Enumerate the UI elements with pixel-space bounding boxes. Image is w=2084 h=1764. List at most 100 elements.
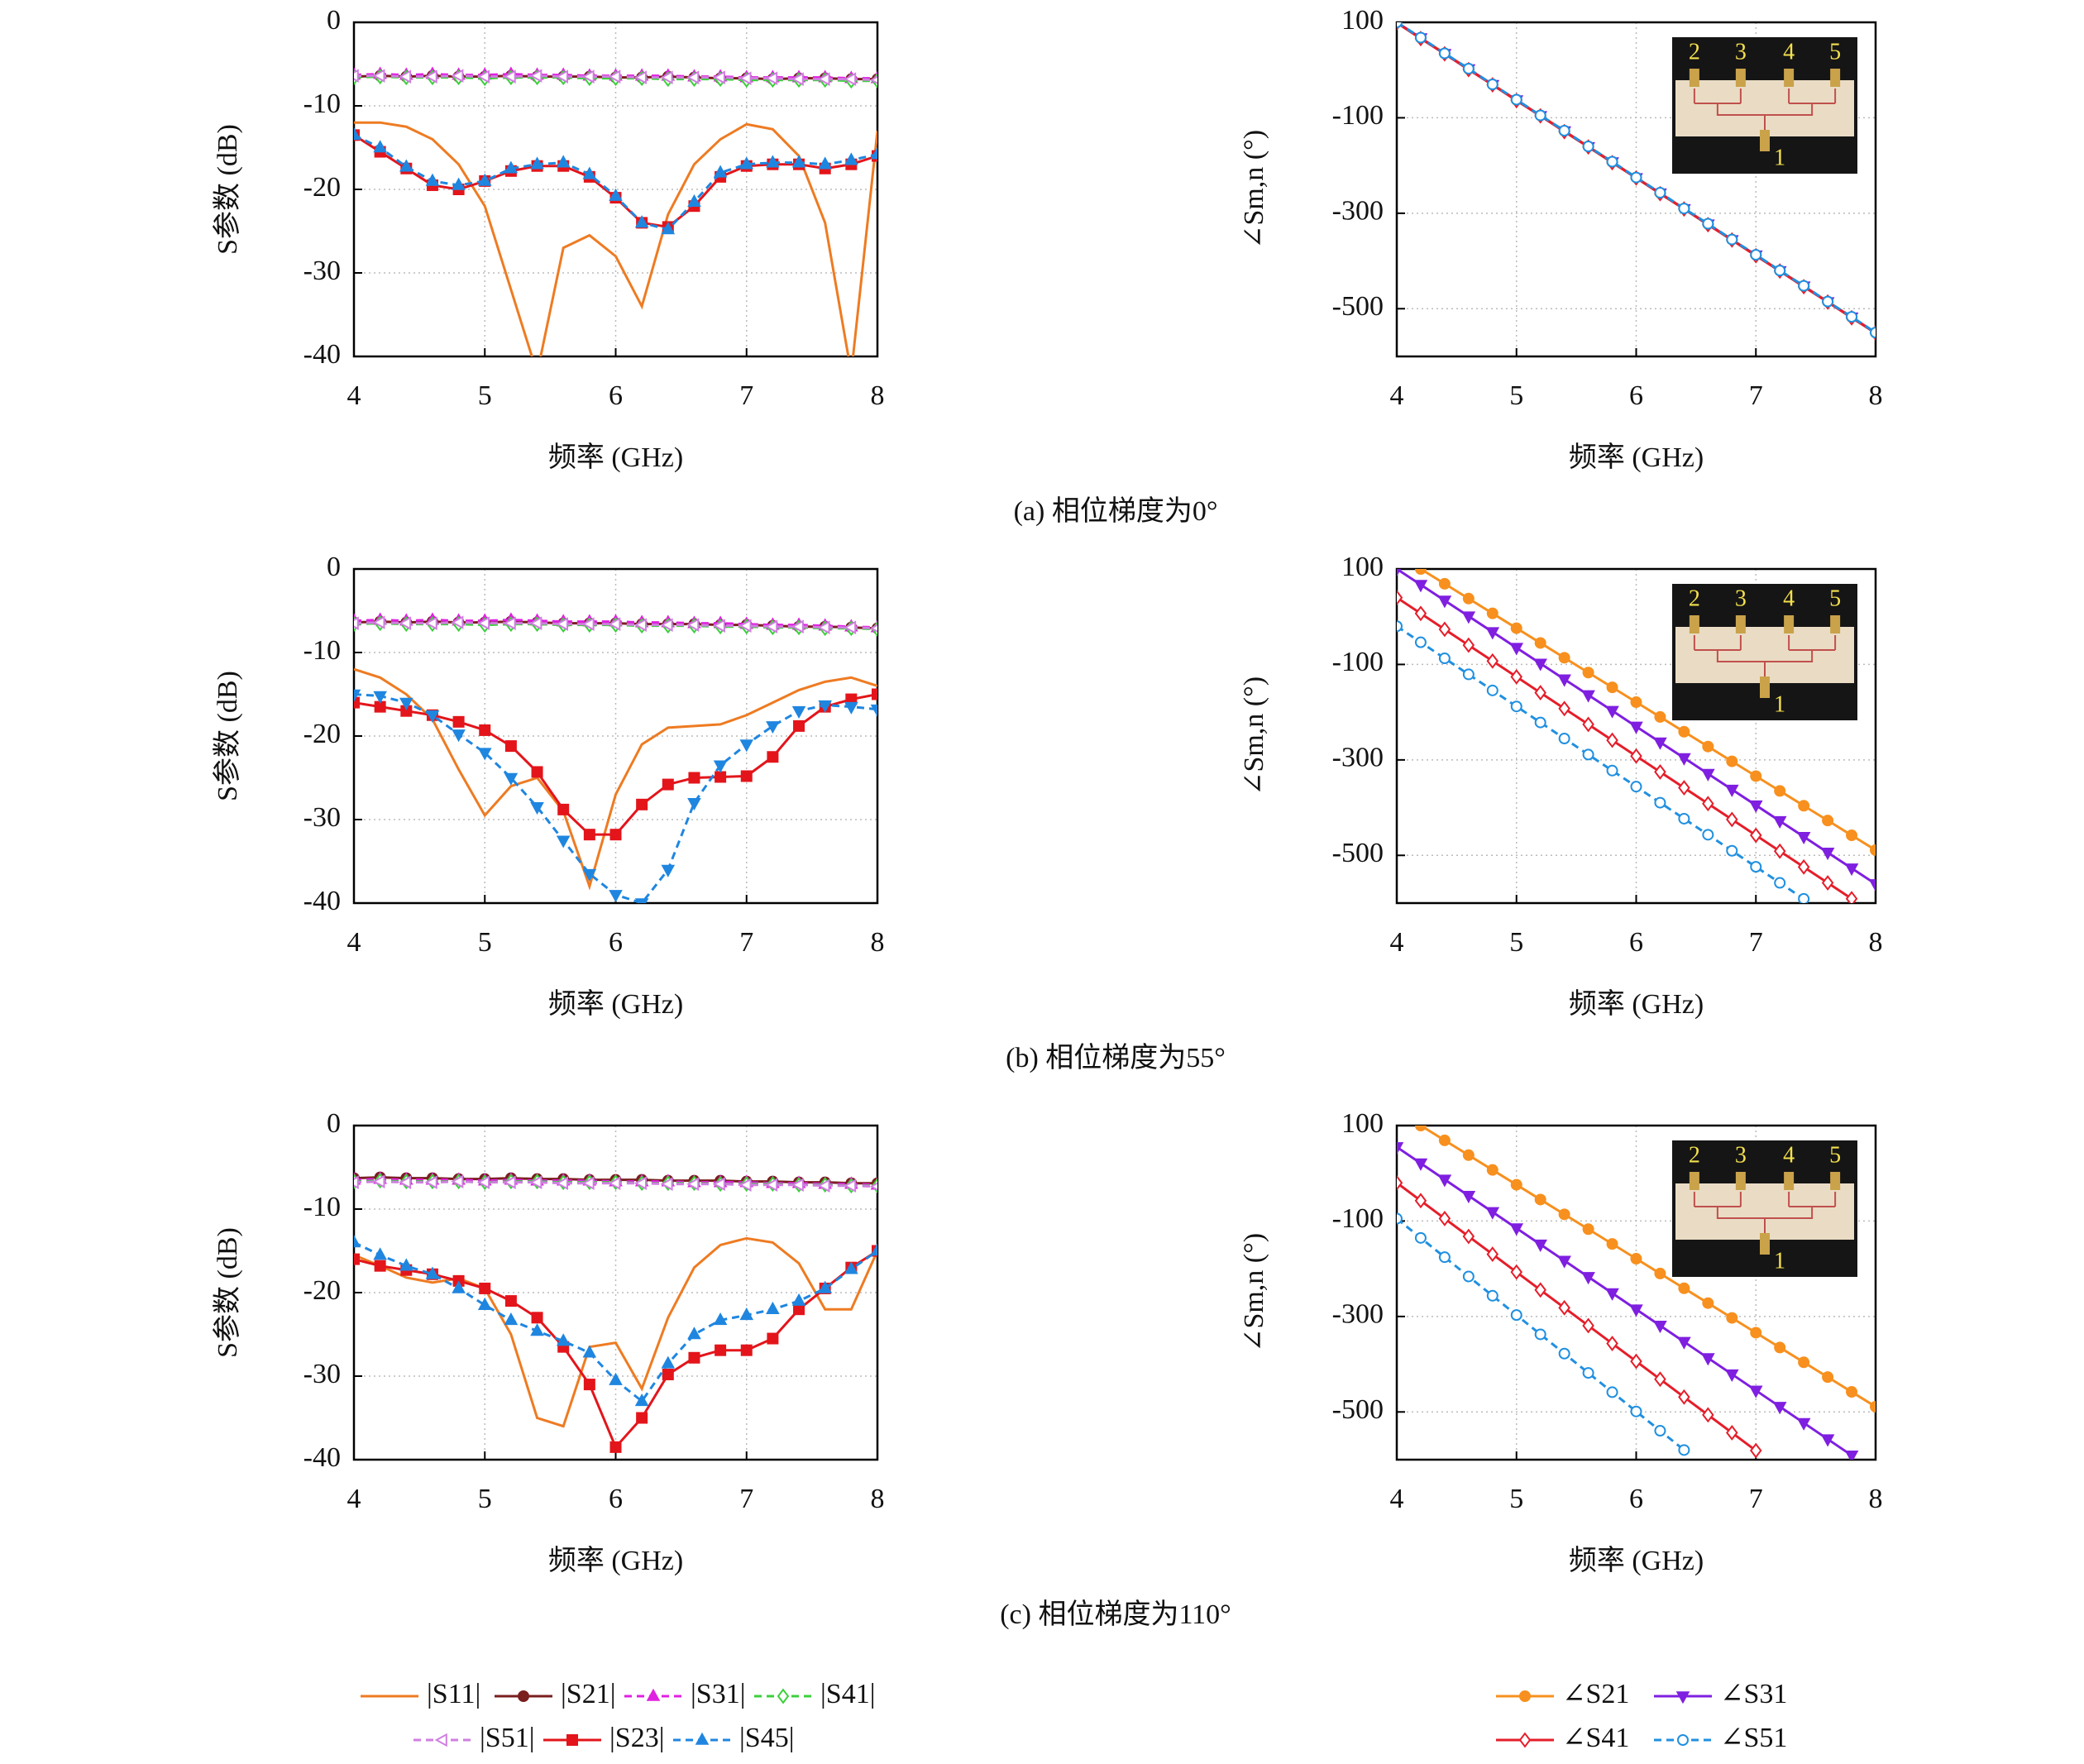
series-line [1397,596,1852,900]
marker [765,619,778,633]
marker [870,704,877,717]
series-line [1397,22,1876,334]
marker [531,1312,543,1324]
marker [555,617,568,631]
y-axis-label: ∠Sm,n (°) [1239,1233,1269,1352]
marker [1486,1289,1498,1302]
marker [1772,1402,1787,1415]
marker [555,69,568,84]
marker [1461,611,1476,624]
marker [817,72,830,86]
inset-label: 5 [1829,1142,1841,1168]
marker [634,898,649,903]
plot-frame [1395,567,1877,905]
marker [1701,768,1715,782]
series-line [354,121,877,356]
marker [686,1177,700,1191]
marker [1702,1407,1714,1423]
legend-entry: ∠S31 [1654,1679,1787,1709]
x-tick-label: 6 [1629,1484,1643,1514]
marker [581,1176,595,1190]
marker [791,1293,806,1306]
marker [1678,1282,1690,1294]
inset-label: 3 [1735,586,1747,611]
marker [1822,295,1834,308]
marker [1868,879,1876,892]
x-axis-label: 频率 (GHz) [1569,1545,1704,1576]
marker [1462,1270,1475,1283]
marker [739,739,754,753]
marker [476,1175,490,1189]
marker [477,748,492,761]
marker [1797,858,1810,875]
x-axis-label: 频率 (GHz) [548,442,683,473]
marker [1820,1434,1835,1447]
marker [354,127,361,141]
y-tick-label: -300 [1332,1299,1384,1330]
y-tick-label: -100 [1332,100,1384,131]
inset-label: 2 [1689,39,1700,65]
series-line [354,1236,877,1428]
legend-entry: ∠S21 [1496,1679,1629,1709]
x-tick-label: 5 [478,927,492,958]
marker [1654,796,1666,809]
marker [1534,109,1546,122]
marker [354,1175,359,1189]
marker [399,69,412,84]
marker [1678,203,1690,215]
marker [1413,580,1428,593]
y-tick-label: -30 [304,802,341,833]
marker [1438,1251,1451,1264]
marker [1438,653,1451,665]
marker [1653,737,1667,750]
marker [662,1368,674,1380]
marker [1798,1356,1810,1369]
x-tick-label: 5 [1509,927,1523,958]
y-tick-label: -30 [304,256,341,286]
y-tick-label: -10 [304,1192,341,1222]
marker [791,155,806,168]
subplot: 4 5 6 7 8 100 -100 -300 -500 频率 (GHz) ∠Sm,n (°) 2 3 4… [1239,5,1883,473]
marker [608,69,621,84]
marker [1414,1231,1427,1244]
y-axis-label: S参数 (dB) [212,124,243,255]
marker [715,771,727,783]
marker [1702,796,1714,812]
marker [1605,705,1619,719]
marker [451,69,464,83]
x-tick-label: 6 [609,927,623,958]
marker [1750,861,1762,873]
y-tick-label: -20 [304,1275,341,1306]
marker [529,616,543,630]
marker [1773,843,1786,859]
marker [1845,891,1858,903]
legend-entry: |S11| [361,1679,480,1709]
marker [581,617,595,631]
marker [503,69,516,84]
marker [1462,1228,1475,1245]
marker [1414,31,1427,44]
marker [844,701,858,715]
marker [504,740,517,753]
y-tick-label: -100 [1332,647,1384,677]
marker [1438,1134,1451,1146]
marker [1486,607,1498,619]
marker [1798,892,1810,903]
marker [581,69,595,84]
marker [1870,327,1876,339]
legend-label: ∠S41 [1562,1723,1629,1753]
marker [1654,1425,1666,1437]
marker [1534,685,1546,701]
marker [373,140,387,153]
marker [1725,1369,1739,1382]
y-tick-label: -500 [1332,1394,1384,1425]
marker [557,803,570,815]
marker [1701,1353,1715,1366]
marker [687,1327,701,1340]
x-tick-label: 4 [347,927,361,958]
marker [452,715,465,728]
marker [1581,1272,1595,1285]
marker [476,69,490,84]
marker [817,620,830,634]
